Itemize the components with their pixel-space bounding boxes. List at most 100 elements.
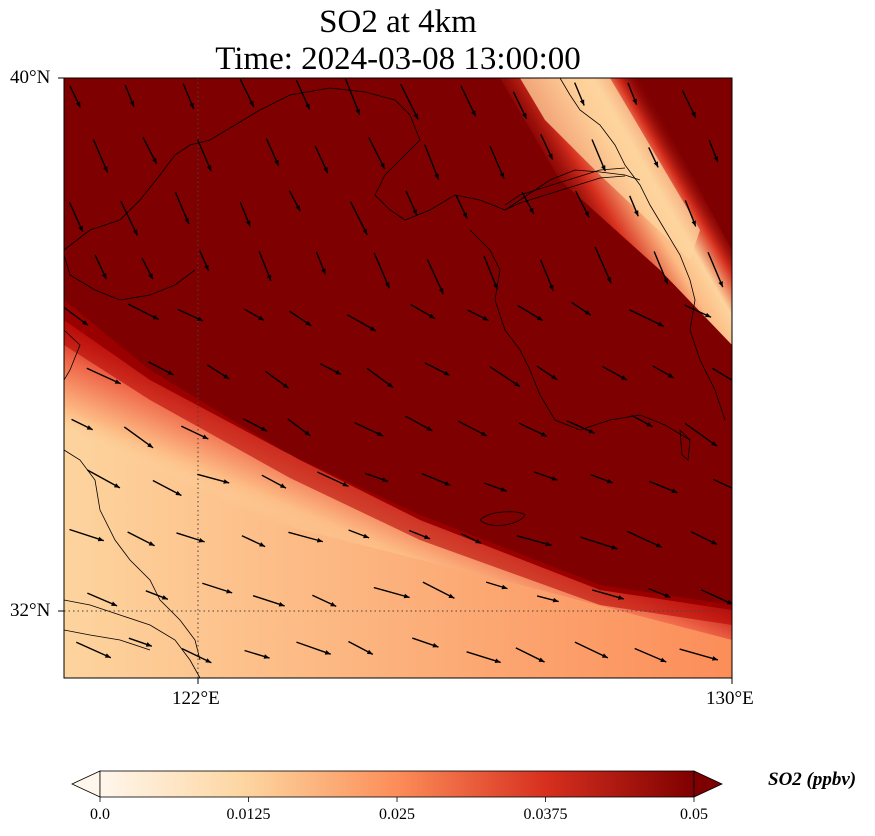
wind-arrowhead [429, 313, 436, 319]
wind-arrowhead [75, 101, 81, 108]
wind-arrowhead [380, 162, 385, 169]
wind-arrowhead [114, 379, 121, 384]
wind-arrowhead [111, 601, 118, 606]
wind-arrowhead [438, 287, 444, 294]
wind-arrowhead [660, 657, 667, 662]
high-concentration-area [64, 78, 732, 610]
wind-arrowhead [369, 326, 376, 331]
wind-arrowhead [601, 653, 608, 658]
wind-arrow [574, 641, 609, 659]
wind-arrowhead [549, 284, 554, 291]
wind-arrow [400, 83, 419, 120]
wind-arrowhead [500, 487, 507, 492]
wind-arrowhead [97, 536, 104, 542]
wind-arrowhead [316, 537, 323, 543]
wind-arrowhead [432, 643, 439, 648]
wind-arrowhead [711, 656, 718, 661]
wind-arrow [713, 478, 732, 489]
wind-arrowhead [536, 315, 543, 321]
wind-arrow [489, 366, 521, 388]
wind-arrowhead [726, 599, 732, 605]
wind-arrow [76, 641, 112, 659]
wind-arrowhead [385, 282, 390, 289]
wind-arrow [466, 651, 501, 664]
wind-arrow [349, 201, 368, 236]
wind-arrowhead [363, 533, 370, 539]
wind-arrowhead [482, 315, 489, 321]
wind-arrow [629, 309, 665, 327]
wind-arrowhead [545, 541, 552, 547]
gridlines [64, 78, 732, 678]
wind-arrowhead [223, 374, 230, 379]
wind-arrowhead [443, 370, 450, 376]
wind-arrowhead [129, 100, 135, 107]
wind-arrowhead [403, 593, 410, 599]
wind-arrowhead [412, 209, 418, 216]
wind-arrowhead [621, 375, 627, 381]
wind-arrowhead [196, 316, 203, 321]
wind-arrowhead [321, 268, 326, 275]
wind-arrow [483, 255, 499, 290]
map-subtitle-time: Time: 2024-03-08 13:00:00 [215, 41, 581, 77]
wind-arrowhead [475, 538, 482, 544]
wind-arrowhead [206, 165, 212, 172]
wind-arrowhead [499, 172, 505, 179]
wind-arrow [174, 191, 190, 225]
wind-arrowhead [204, 264, 209, 271]
lon-label-122e: 122°E [172, 688, 220, 709]
map-frame [63, 77, 733, 679]
wind-arrowhead [691, 220, 696, 227]
wind-arrow [626, 530, 663, 548]
wind-arrowhead [279, 483, 286, 489]
wind-arrowhead [481, 431, 488, 437]
wind-arrowhead [330, 601, 337, 607]
wind-arrowhead [663, 278, 668, 285]
wind-arrowhead [82, 320, 89, 326]
colorbar-extend-max [693, 770, 723, 798]
wind-arrowhead [653, 161, 659, 168]
wind-arrowhead [161, 595, 168, 600]
wind-arrowhead [147, 442, 154, 448]
wind-arrow [712, 367, 732, 382]
wind-arrowhead [184, 218, 189, 225]
wind-arrowhead [362, 228, 368, 235]
wind-arrowhead [324, 650, 331, 655]
wind-arrow [317, 471, 349, 488]
wind-arrow [489, 145, 505, 179]
wind-arrow [460, 85, 477, 117]
wind-arrowhead [426, 426, 433, 431]
wind-arrowhead [434, 173, 439, 180]
wind-arrowhead [104, 653, 111, 658]
wind-arrowhead [258, 315, 265, 321]
wind-arrowhead [667, 373, 674, 378]
wind-arrowhead [601, 165, 606, 172]
wind-arrowhead [355, 108, 360, 115]
wind-arrow [580, 536, 618, 550]
wind-arrowhead [260, 426, 267, 432]
wind-arrowhead [444, 481, 451, 486]
wind-arrowhead [113, 483, 120, 488]
wind-vectors [64, 78, 732, 664]
colorbar-gradient [99, 770, 695, 798]
wind-arrow [92, 139, 109, 173]
wind-arrowhead [718, 281, 723, 288]
wind-arrowhead [103, 166, 108, 173]
colorbar-tick: 0.0375 [523, 806, 568, 823]
wind-arrowhead [514, 381, 521, 387]
wind-arrowhead [493, 283, 498, 290]
wind-arrowhead [501, 584, 508, 590]
wind-arrow [539, 259, 554, 292]
wind-arrowhead [205, 658, 212, 663]
wind-arrowhead [202, 434, 209, 439]
wind-arrowhead [86, 425, 93, 430]
lat-label-40n: 40°N [10, 67, 51, 88]
map-title: SO2 at 4km [319, 4, 477, 40]
wind-arrow [373, 252, 390, 289]
wind-arrow [296, 641, 331, 655]
wind-arrowhead [617, 595, 624, 600]
wind-arrow [373, 586, 410, 599]
wind-arrowhead [529, 207, 534, 214]
wind-arrowhead [295, 205, 301, 212]
wind-arrowhead [377, 431, 384, 436]
